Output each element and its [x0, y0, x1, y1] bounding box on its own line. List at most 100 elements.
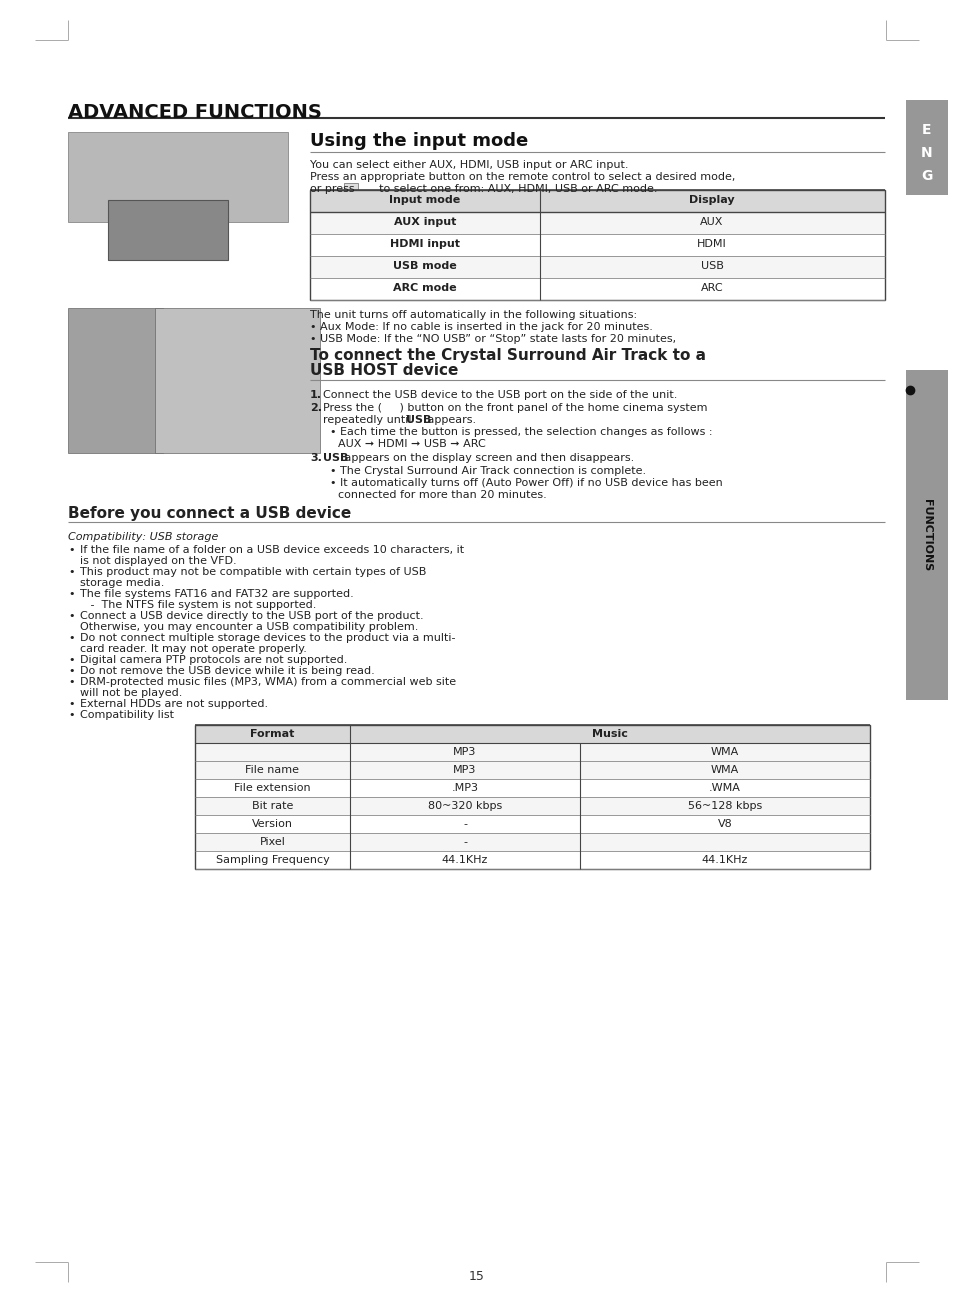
- Text: or press       to select one from: AUX, HDMI, USB or ARC mode.: or press to select one from: AUX, HDMI, …: [310, 184, 657, 194]
- Text: AUX ➞ HDMI ➞ USB ➞ ARC: AUX ➞ HDMI ➞ USB ➞ ARC: [337, 439, 485, 449]
- Text: • Aux Mode: If no cable is inserted in the jack for 20 minutes.: • Aux Mode: If no cable is inserted in t…: [310, 322, 652, 332]
- Bar: [310, 234, 884, 256]
- Text: MP3: MP3: [453, 747, 476, 756]
- Text: Bit rate: Bit rate: [252, 801, 293, 811]
- Text: Do not connect multiple storage devices to the product via a multi-: Do not connect multiple storage devices …: [80, 633, 455, 643]
- Bar: [194, 743, 869, 760]
- Text: 15: 15: [469, 1269, 484, 1282]
- Text: is not displayed on the VFD.: is not displayed on the VFD.: [80, 556, 236, 566]
- Text: Music: Music: [592, 729, 627, 740]
- Text: File extension: File extension: [233, 783, 311, 793]
- Text: • It automatically turns off (Auto Power Off) if no USB device has been: • It automatically turns off (Auto Power…: [330, 478, 722, 488]
- Bar: [194, 852, 869, 868]
- Text: Press the (     ) button on the front panel of the home cinema system: Press the ( ) button on the front panel …: [323, 404, 707, 413]
- Text: -  The NTFS file system is not supported.: - The NTFS file system is not supported.: [80, 600, 316, 611]
- Text: •: •: [68, 677, 74, 687]
- Text: AUX: AUX: [700, 217, 723, 227]
- Text: If the file name of a folder on a USB device exceeds 10 characters, it: If the file name of a folder on a USB de…: [80, 546, 464, 555]
- Text: •: •: [68, 710, 74, 720]
- Bar: [194, 779, 869, 797]
- Bar: [310, 279, 884, 299]
- Text: Pixel: Pixel: [259, 837, 285, 848]
- Bar: [154, 309, 319, 453]
- Text: Press an appropriate button on the remote control to select a desired mode,: Press an appropriate button on the remot…: [310, 172, 735, 182]
- Text: appears.: appears.: [423, 415, 476, 424]
- Text: The file systems FAT16 and FAT32 are supported.: The file systems FAT16 and FAT32 are sup…: [80, 589, 354, 599]
- Bar: [310, 190, 884, 212]
- Text: USB mode: USB mode: [393, 260, 456, 271]
- Text: -: -: [462, 819, 467, 829]
- Text: Compatibility: USB storage: Compatibility: USB storage: [68, 533, 218, 542]
- Text: Format: Format: [250, 729, 294, 740]
- Text: V8: V8: [717, 819, 732, 829]
- Text: You can select either AUX, HDMI, USB input or ARC input.: You can select either AUX, HDMI, USB inp…: [310, 160, 628, 171]
- Bar: [310, 212, 884, 234]
- Text: 1.: 1.: [310, 391, 322, 400]
- Bar: [310, 190, 884, 299]
- Bar: [194, 760, 869, 779]
- Text: •: •: [68, 667, 74, 676]
- Text: Version: Version: [252, 819, 293, 829]
- Bar: [68, 309, 163, 453]
- Text: will not be played.: will not be played.: [80, 687, 182, 698]
- Text: USB: USB: [700, 260, 722, 271]
- Text: ADVANCED FUNCTIONS: ADVANCED FUNCTIONS: [68, 103, 321, 122]
- Text: 2.: 2.: [310, 404, 322, 413]
- Text: ARC: ARC: [700, 283, 722, 293]
- Text: Connect a USB device directly to the USB port of the product.: Connect a USB device directly to the USB…: [80, 611, 423, 621]
- Text: •: •: [68, 546, 74, 555]
- Text: .WMA: .WMA: [708, 783, 740, 793]
- Text: Connect the USB device to the USB port on the side of the unit.: Connect the USB device to the USB port o…: [323, 391, 677, 400]
- Text: To connect the Crystal Surround Air Track to a: To connect the Crystal Surround Air Trac…: [310, 348, 705, 363]
- Bar: [905, 370, 947, 700]
- Text: connected for more than 20 minutes.: connected for more than 20 minutes.: [337, 490, 546, 500]
- Text: G: G: [921, 169, 932, 184]
- Text: card reader. It may not operate properly.: card reader. It may not operate properly…: [80, 644, 307, 654]
- Bar: [194, 797, 869, 815]
- Text: 44.1KHz: 44.1KHz: [701, 855, 747, 865]
- Text: Do not remove the USB device while it is being read.: Do not remove the USB device while it is…: [80, 667, 375, 676]
- Text: Digital camera PTP protocols are not supported.: Digital camera PTP protocols are not sup…: [80, 655, 347, 665]
- Bar: [344, 184, 357, 193]
- Text: .MP3: .MP3: [451, 783, 478, 793]
- Text: USB: USB: [406, 415, 431, 424]
- Text: HDMI input: HDMI input: [390, 240, 459, 249]
- Text: appears on the display screen and then disappears.: appears on the display screen and then d…: [340, 453, 634, 464]
- Bar: [194, 833, 869, 852]
- Text: ARC mode: ARC mode: [393, 283, 456, 293]
- Text: •: •: [68, 655, 74, 665]
- Text: •: •: [68, 611, 74, 621]
- Text: HDMI: HDMI: [697, 240, 726, 249]
- Text: Input mode: Input mode: [389, 195, 460, 204]
- Text: 44.1KHz: 44.1KHz: [441, 855, 488, 865]
- Text: DRM-protected music files (MP3, WMA) from a commercial web site: DRM-protected music files (MP3, WMA) fro…: [80, 677, 456, 687]
- Text: WMA: WMA: [710, 766, 739, 775]
- Text: MP3: MP3: [453, 766, 476, 775]
- Text: 56~128 kbps: 56~128 kbps: [687, 801, 761, 811]
- Text: N: N: [921, 146, 932, 160]
- Text: •: •: [68, 566, 74, 577]
- Text: Display: Display: [688, 195, 734, 204]
- Text: •: •: [68, 589, 74, 599]
- Text: •: •: [68, 699, 74, 710]
- Text: Before you connect a USB device: Before you connect a USB device: [68, 506, 351, 521]
- Text: WMA: WMA: [710, 747, 739, 756]
- Text: This product may not be compatible with certain types of USB: This product may not be compatible with …: [80, 566, 426, 577]
- Text: Using the input mode: Using the input mode: [310, 132, 528, 150]
- Text: storage media.: storage media.: [80, 578, 164, 589]
- Bar: [310, 256, 884, 279]
- Text: Sampling Frequency: Sampling Frequency: [215, 855, 329, 865]
- Bar: [108, 201, 228, 260]
- Text: USB HOST device: USB HOST device: [310, 363, 457, 378]
- Text: 80~320 kbps: 80~320 kbps: [428, 801, 501, 811]
- Text: repeatedly until: repeatedly until: [323, 415, 415, 424]
- Text: E: E: [922, 122, 931, 137]
- Text: The unit turns off automatically in the following situations:: The unit turns off automatically in the …: [310, 310, 637, 320]
- Bar: [905, 100, 947, 195]
- Text: • The Crystal Surround Air Track connection is complete.: • The Crystal Surround Air Track connect…: [330, 466, 645, 477]
- Text: -: -: [462, 837, 467, 848]
- Text: USB: USB: [323, 453, 348, 464]
- Bar: [194, 725, 869, 743]
- Text: • Each time the button is pressed, the selection changes as follows :: • Each time the button is pressed, the s…: [330, 427, 712, 437]
- Bar: [194, 815, 869, 833]
